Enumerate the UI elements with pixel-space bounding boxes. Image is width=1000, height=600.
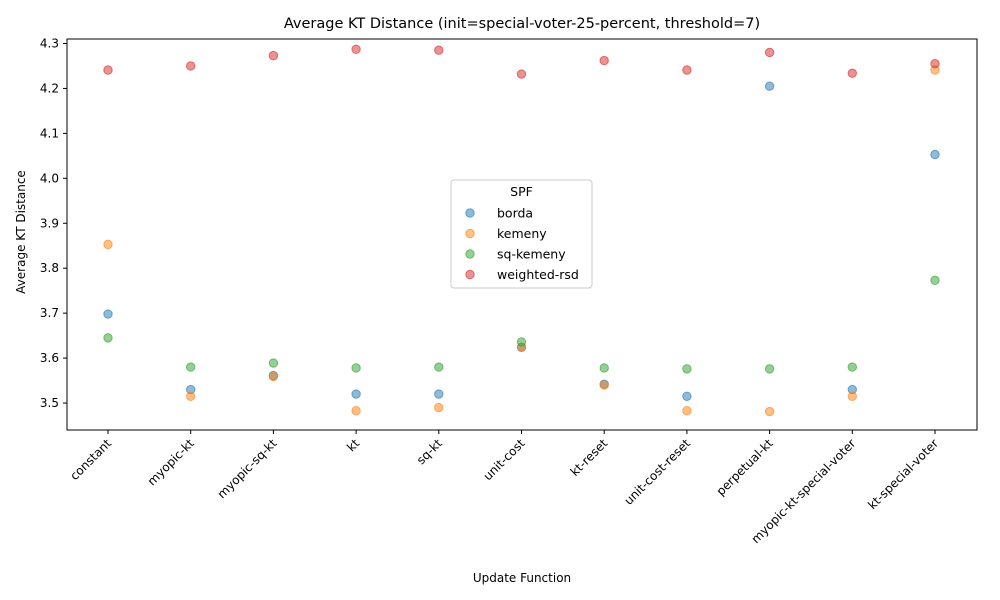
legend-marker-sq-kemeny bbox=[465, 249, 475, 259]
legend-label-sq-kemeny: sq-kemeny bbox=[497, 247, 566, 262]
y-tick-label: 4.0 bbox=[40, 171, 59, 185]
y-tick-label: 4.3 bbox=[40, 36, 59, 50]
series-sq-kemeny bbox=[103, 275, 940, 374]
y-tick-label: 4.1 bbox=[40, 126, 59, 140]
point-sq-kemeny bbox=[103, 333, 113, 343]
legend: SPF borda kemeny sq-kemeny weighted-rsd bbox=[450, 179, 593, 289]
point-kemeny bbox=[268, 371, 279, 382]
legend-label-borda: borda bbox=[497, 206, 533, 221]
y-axis: 3.5 3.6 3.7 3.8 3.9 4.0 4.1 4.2 4.3 bbox=[40, 36, 67, 410]
point-borda bbox=[930, 149, 940, 160]
y-tick-label: 3.9 bbox=[40, 216, 59, 230]
point-borda bbox=[351, 389, 361, 399]
legend-label-kemeny: kemeny bbox=[497, 226, 547, 241]
point-weighted-rsd bbox=[599, 55, 609, 66]
point-weighted-rsd bbox=[186, 61, 196, 71]
point-sq-kemeny bbox=[516, 337, 527, 347]
point-weighted-rsd bbox=[930, 59, 940, 69]
point-kemeny bbox=[351, 405, 361, 416]
point-kemeny bbox=[186, 391, 196, 401]
point-weighted-rsd bbox=[351, 44, 361, 55]
point-kemeny bbox=[847, 391, 857, 401]
point-sq-kemeny bbox=[268, 358, 279, 368]
point-sq-kemeny bbox=[930, 275, 940, 286]
legend-title: SPF bbox=[510, 184, 533, 199]
point-weighted-rsd bbox=[682, 65, 692, 75]
y-tick-label: 3.6 bbox=[40, 351, 59, 365]
y-tick-label: 3.8 bbox=[40, 261, 59, 275]
point-borda bbox=[103, 309, 113, 319]
point-weighted-rsd bbox=[103, 65, 113, 75]
point-sq-kemeny bbox=[764, 364, 775, 374]
series-weighted-rsd bbox=[103, 44, 940, 79]
y-axis-title: Average KT Distance bbox=[14, 170, 28, 294]
point-sq-kemeny bbox=[351, 363, 361, 373]
point-borda bbox=[434, 389, 444, 399]
point-weighted-rsd bbox=[847, 68, 857, 78]
legend-label-weighted-rsd: weighted-rsd bbox=[497, 267, 579, 282]
point-weighted-rsd bbox=[268, 50, 279, 61]
point-weighted-rsd bbox=[434, 45, 444, 55]
point-sq-kemeny bbox=[847, 362, 857, 372]
data-points bbox=[103, 44, 940, 417]
y-tick-label: 3.5 bbox=[40, 396, 59, 410]
y-tick-label: 4.2 bbox=[40, 81, 59, 95]
point-sq-kemeny bbox=[599, 363, 609, 373]
point-kemeny bbox=[764, 406, 775, 417]
point-sq-kemeny bbox=[434, 362, 444, 372]
point-kemeny bbox=[103, 239, 113, 250]
x-axis-title: Update Function bbox=[473, 571, 571, 585]
point-weighted-rsd bbox=[764, 47, 775, 58]
chart-title: Average KT Distance (init=special-voter-… bbox=[284, 16, 760, 32]
point-kemeny bbox=[434, 402, 444, 413]
legend-marker-weighted-rsd bbox=[465, 269, 475, 280]
legend-marker-borda bbox=[465, 208, 475, 218]
y-tick-label: 3.7 bbox=[40, 306, 59, 320]
legend-frame bbox=[450, 179, 593, 289]
point-weighted-rsd bbox=[516, 69, 527, 79]
point-kemeny bbox=[599, 380, 609, 390]
point-sq-kemeny bbox=[186, 362, 196, 372]
point-sq-kemeny bbox=[682, 364, 692, 374]
legend-marker-kemeny bbox=[465, 228, 475, 239]
point-borda bbox=[764, 81, 775, 91]
point-kemeny bbox=[682, 405, 692, 416]
point-borda bbox=[682, 391, 692, 401]
